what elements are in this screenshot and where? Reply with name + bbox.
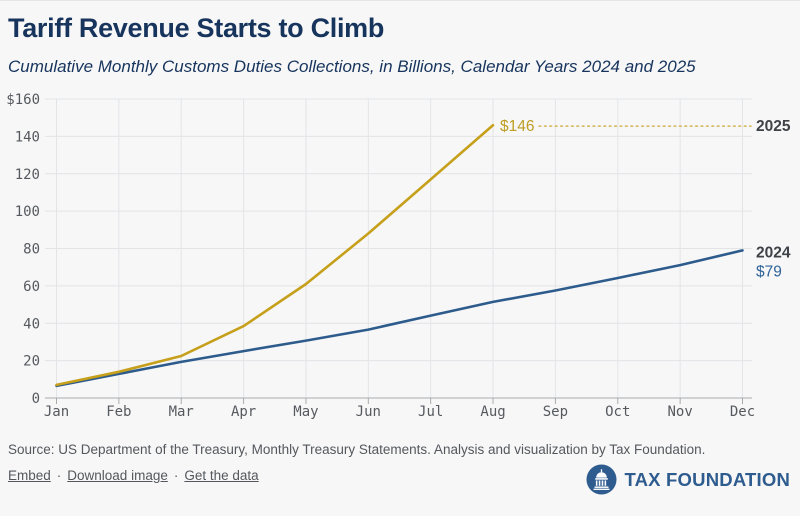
- callout-value-2025: $146: [500, 118, 534, 135]
- x-tick-label: Dec: [730, 404, 755, 420]
- download-image-link[interactable]: Download image: [67, 468, 168, 483]
- series-label-2024: 2024: [756, 244, 791, 261]
- get-the-data-link[interactable]: Get the data: [184, 468, 259, 483]
- y-tick-label: 60: [23, 279, 40, 295]
- x-tick-label: Jan: [44, 404, 69, 420]
- logo-wordmark: TAX FOUNDATION: [624, 468, 790, 490]
- line-chart: $160 140 120 100 80 60 40 20 0 Jan Feb Mar Apr May Jun…: [0, 89, 800, 436]
- page-subtitle: Cumulative Monthly Customs Duties Collec…: [8, 57, 696, 76]
- y-tick-label: 140: [15, 129, 40, 145]
- x-tick-label: Sep: [543, 404, 568, 420]
- x-tick-label: Feb: [106, 404, 131, 420]
- y-tick-label: 20: [23, 354, 40, 370]
- embed-link[interactable]: Embed: [8, 468, 51, 483]
- x-tick-label: Aug: [480, 404, 505, 420]
- link-separator: ·: [56, 468, 62, 483]
- page-title: Tariff Revenue Starts to Climb: [8, 13, 385, 43]
- y-tick-label: 40: [23, 316, 40, 332]
- y-tick-label: 120: [15, 167, 40, 183]
- x-tick-label: Mar: [169, 404, 194, 420]
- x-tick-label: Jun: [356, 404, 381, 420]
- tax-foundation-logo: TAX FOUNDATION: [586, 464, 790, 495]
- x-tick-label: Nov: [667, 404, 692, 420]
- y-tick-label: 100: [15, 204, 40, 220]
- x-tick-label: Jul: [418, 404, 443, 420]
- link-separator: ·: [173, 468, 179, 483]
- chart-header: Tariff Revenue Starts to Climb Cumulativ…: [8, 13, 788, 77]
- y-tick-label: 80: [23, 242, 40, 258]
- footer-links: Embed · Download image · Get the data: [8, 468, 259, 483]
- x-tick-label: Apr: [231, 404, 256, 420]
- series-line-2025: [55, 123, 495, 387]
- x-tick-label: Oct: [605, 404, 630, 420]
- series-label-2025: 2025: [756, 118, 791, 135]
- x-tick-label: May: [293, 404, 318, 420]
- callout-value-2024: $79: [756, 263, 782, 280]
- series-line-2024: [55, 249, 744, 388]
- y-tick-label: 0: [32, 391, 40, 407]
- capitol-icon: [586, 464, 617, 495]
- y-tick-label: $160: [6, 92, 40, 108]
- source-note: Source: US Department of the Treasury, M…: [8, 442, 706, 457]
